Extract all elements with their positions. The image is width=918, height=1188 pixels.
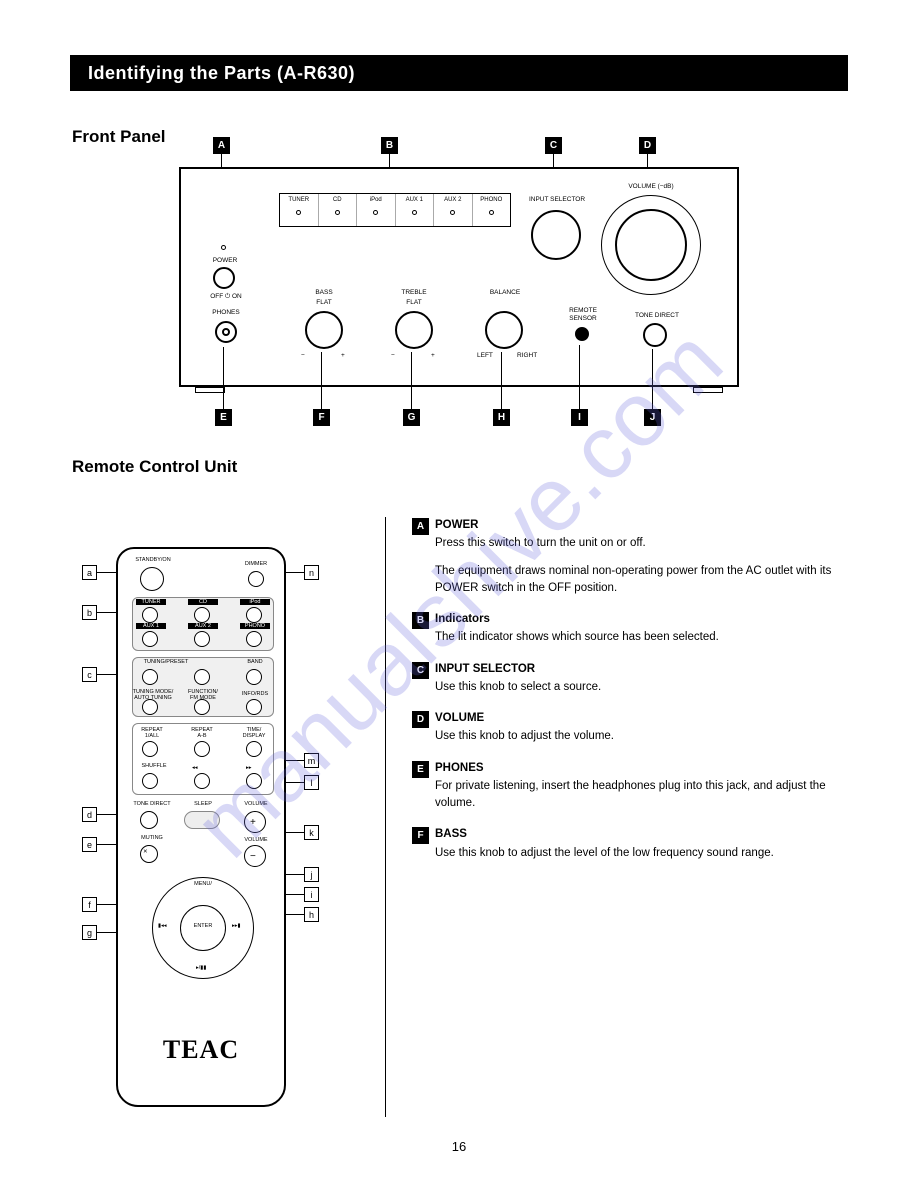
balance-knob (485, 311, 523, 349)
desc-title-f: BASS (435, 826, 774, 843)
desc-num-d: D (412, 711, 429, 728)
desc-title-b: Indicators (435, 611, 719, 628)
front-panel-diagram: A B C D TUNER CD iPod AUX 1 AUX 2 PHONO … (179, 167, 739, 387)
rc-h: h (304, 907, 319, 922)
desc-title-d: VOLUME (435, 710, 614, 727)
callout-i: I (571, 409, 588, 426)
section-title-remote: Remote Control Unit (72, 457, 848, 477)
rc-j: j (304, 867, 319, 882)
power-button (213, 267, 235, 289)
header-bar: Identifying the Parts (A-R630) (70, 55, 848, 91)
volume-knob (615, 209, 687, 281)
phones-jack (215, 321, 237, 343)
section-title-front: Front Panel (72, 127, 848, 147)
bass-knob (305, 311, 343, 349)
remote-sensor (575, 327, 589, 341)
remote-diagram: a b c d e f g n m l k j i h STANDBY/ON (116, 547, 286, 1107)
callout-b: B (381, 137, 398, 154)
header-title: Identifying the Parts (A-R630) (88, 63, 355, 84)
standby-button (140, 567, 164, 591)
rc-a: a (82, 565, 97, 580)
rc-e: e (82, 837, 97, 852)
tone-direct-button (643, 323, 667, 347)
rc-c: c (82, 667, 97, 682)
rc-n: n (304, 565, 319, 580)
indicator-row: TUNER CD iPod AUX 1 AUX 2 PHONO (279, 193, 511, 227)
rc-l: l (304, 775, 319, 790)
desc-num-b: B (412, 612, 429, 629)
desc-title-a: POWER (435, 517, 838, 534)
rc-b: b (82, 605, 97, 620)
desc-num-e: E (412, 761, 429, 778)
callout-a: A (213, 137, 230, 154)
callout-d: D (639, 137, 656, 154)
rc-m: m (304, 753, 319, 768)
desc-num-a: A (412, 518, 429, 535)
treble-knob (395, 311, 433, 349)
brand-logo: TEAC (118, 1035, 284, 1065)
dimmer-button (248, 571, 264, 587)
rc-g: g (82, 925, 97, 940)
desc-title-c: INPUT SELECTOR (435, 661, 601, 678)
rc-k: k (304, 825, 319, 840)
callout-e: E (215, 409, 232, 426)
desc-num-c: C (412, 662, 429, 679)
page-number: 16 (0, 1139, 918, 1154)
descriptions-column: A POWER Press this switch to turn the un… (385, 517, 848, 1117)
callout-h: H (493, 409, 510, 426)
callout-f: F (313, 409, 330, 426)
rc-d: d (82, 807, 97, 822)
rc-f: f (82, 897, 97, 912)
rc-i: i (304, 887, 319, 902)
callout-j: J (644, 409, 661, 426)
callout-c: C (545, 137, 562, 154)
desc-num-f: F (412, 827, 429, 844)
desc-title-e: PHONES (435, 760, 838, 777)
input-selector-knob (531, 210, 581, 260)
callout-g: G (403, 409, 420, 426)
